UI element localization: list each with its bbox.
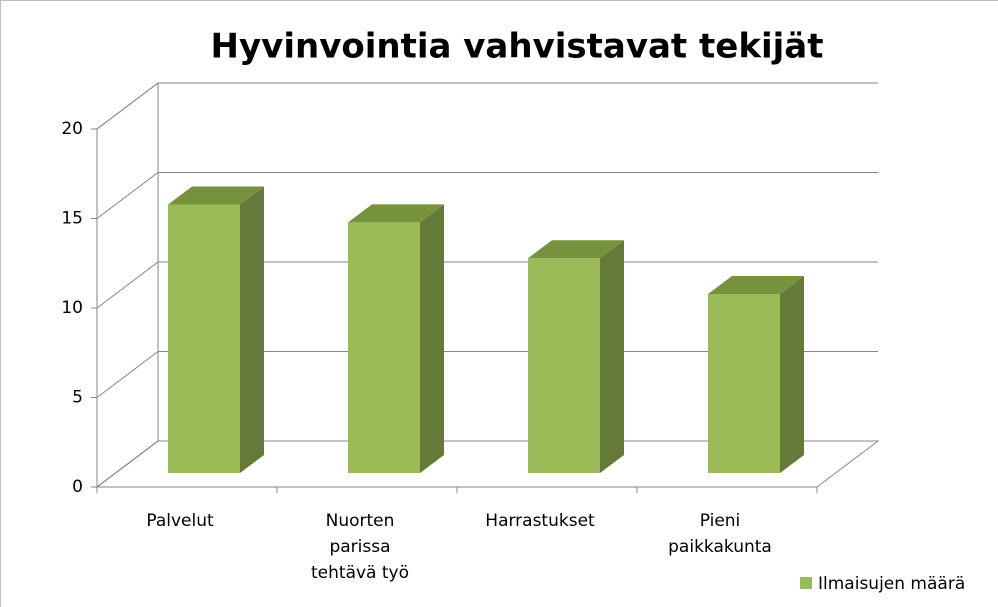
bar-side [600, 240, 624, 473]
grid-line [96, 172, 878, 219]
bar [168, 186, 264, 473]
y-tick-label: 15 [61, 209, 83, 229]
grid-line [96, 82, 878, 130]
y-tick-label: 10 [61, 298, 83, 318]
grid-line [96, 351, 878, 398]
bar [528, 240, 624, 473]
bar-side [780, 276, 804, 473]
x-tick-label: Nuorten parissa tehtävä työ [311, 511, 409, 583]
bar-top [168, 186, 264, 205]
x-tick-label: Harrastukset [485, 511, 595, 531]
y-tick-label: 20 [61, 119, 83, 139]
chart-title: Hyvinvointia vahvistavat tekijät [211, 27, 824, 67]
bar-front [708, 294, 780, 473]
bar-side [420, 204, 444, 473]
bar-top [348, 204, 444, 223]
grid-line [96, 440, 878, 488]
legend-swatch [800, 577, 812, 589]
bar-top [708, 276, 804, 294]
bar [348, 204, 444, 473]
bar-side [240, 186, 264, 473]
x-tick-label: Pieni paikkakunta [668, 511, 772, 557]
grid-line [96, 261, 878, 309]
legend-label: Ilmaisujen määrä [818, 574, 965, 594]
bar-front [348, 222, 420, 473]
bar-front [528, 258, 600, 473]
bar-top [528, 240, 624, 259]
bar-front [168, 204, 240, 473]
bar [708, 276, 804, 473]
y-tick-label: 5 [72, 388, 83, 408]
y-tick-label: 0 [72, 477, 83, 497]
x-tick-label: Palvelut [146, 511, 214, 531]
